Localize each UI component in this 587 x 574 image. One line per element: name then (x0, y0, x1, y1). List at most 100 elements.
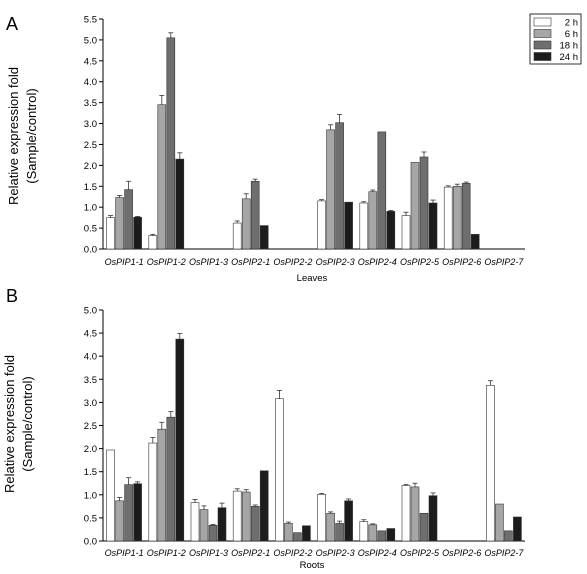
x-tick-label: OsPIP2-7 (484, 257, 524, 267)
bar (410, 486, 420, 542)
bar (401, 215, 411, 250)
x-tick-label: OsPIP2-1 (231, 548, 270, 558)
y-tick-label: 2.5 (84, 421, 97, 432)
bar (241, 491, 251, 542)
legend: 2 h6 h18 h24 h (529, 13, 582, 65)
bar (175, 158, 185, 250)
bar (190, 502, 200, 542)
x-tick-label: OsPIP2-2 (273, 257, 312, 267)
y-tick-label: 0.0 (84, 537, 97, 548)
bar (470, 234, 480, 250)
legend-label: 18 h (560, 41, 579, 52)
panel-b: B Relative expression fold (Sample/contr… (2, 286, 525, 571)
y-tick-label: 0.5 (84, 224, 97, 235)
x-tick-label: OsPIP1-3 (189, 548, 228, 558)
panel-a-plot: 0.0 0.5 1.0 1.5 2.0 2.5 3.0 3.5 4.0 4.5 5.0 5.5 OsPI… (84, 15, 525, 267)
panel-b-label: B (6, 286, 18, 306)
bar (410, 162, 420, 250)
bar (377, 131, 387, 250)
bar (302, 525, 311, 542)
bar (386, 528, 396, 542)
y-tick-label: 4.5 (84, 56, 97, 67)
bar (232, 222, 242, 250)
bar (241, 198, 251, 250)
bar (133, 483, 142, 542)
bar (115, 197, 124, 250)
bar (148, 442, 158, 542)
x-tick-label: OsPIP1-1 (105, 548, 144, 558)
y-tick-label: 1.5 (84, 182, 97, 193)
bar (326, 512, 335, 542)
bar (461, 183, 471, 250)
bar (419, 512, 429, 542)
bar (106, 449, 115, 542)
x-tick-label: OsPIP2-6 (442, 548, 481, 558)
bar (386, 211, 396, 250)
bar (428, 202, 438, 250)
x-tick-label: OsPIP2-6 (442, 257, 481, 267)
y-tick-label: 3.0 (84, 398, 97, 409)
bar (259, 470, 269, 542)
bar (157, 428, 167, 542)
bar (208, 524, 218, 542)
bar (368, 191, 378, 250)
bar (335, 122, 344, 250)
bar (513, 516, 522, 542)
bar (259, 225, 269, 250)
panel-b-x-axis-label: Roots (300, 560, 325, 571)
y-tick-label: 4.0 (84, 77, 97, 88)
y-tick-label: 4.5 (84, 329, 97, 340)
bar (317, 200, 326, 250)
y-tick-label: 1.0 (84, 203, 97, 214)
legend-label: 24 h (560, 52, 579, 63)
x-tick-label: OsPIP1-2 (147, 548, 186, 558)
y-tick-label: 1.0 (84, 490, 97, 501)
x-tick-label: OsPIP2-5 (400, 257, 440, 267)
bar (166, 37, 176, 250)
bar (344, 500, 353, 542)
bar (124, 189, 133, 250)
panel-b-y-axis-label-unit: (Sample/control) (20, 376, 35, 471)
x-tick-label: OsPIP2-3 (316, 257, 355, 267)
bar (428, 495, 438, 542)
bar (377, 530, 387, 542)
bar (317, 494, 326, 542)
x-tick-label: OsPIP2-1 (231, 257, 270, 267)
bar (401, 485, 411, 542)
panel-b-y-axis-label: Relative expression fold (2, 355, 17, 493)
y-tick-label: 2.0 (84, 161, 97, 172)
x-tick-label: OsPIP2-3 (316, 548, 355, 558)
bar (335, 523, 344, 542)
bar (106, 217, 115, 250)
bar (359, 521, 369, 542)
x-tick-label: OsPIP2-7 (484, 548, 524, 558)
y-tick-label: 5.0 (84, 35, 97, 46)
x-tick-label: OsPIP2-5 (400, 548, 440, 558)
x-tick-label: OsPIP2-2 (273, 548, 312, 558)
bar (217, 507, 227, 542)
bar (504, 530, 513, 542)
y-tick-label: 4.0 (84, 352, 97, 363)
bar (115, 500, 124, 542)
y-tick-label: 2.0 (84, 444, 97, 455)
bar (495, 503, 504, 542)
legend-swatch (533, 40, 552, 50)
legend-swatch (533, 52, 552, 61)
bar (157, 104, 167, 250)
y-tick-label: 3.0 (84, 119, 97, 130)
y-tick-label: 5.5 (84, 15, 97, 26)
bar (293, 532, 302, 542)
bar (443, 186, 453, 250)
panel-a-label: A (6, 14, 18, 34)
bar (250, 506, 260, 542)
panel-b-plot: 0.0 0.5 1.0 1.5 2.0 2.5 3.0 3.5 4.0 4.5 5.0 OsPIP1-… (84, 306, 525, 558)
x-tick-label: OsPIP1-3 (189, 257, 228, 267)
bar (344, 201, 353, 250)
bar (250, 180, 260, 250)
bar (326, 129, 335, 250)
bar (275, 398, 284, 542)
panel-a: A Relative expression fold (Sample/contr… (6, 13, 582, 284)
panel-a-y-axis-label-unit: (Sample/control) (24, 88, 39, 183)
y-tick-label: 0.0 (84, 245, 97, 256)
